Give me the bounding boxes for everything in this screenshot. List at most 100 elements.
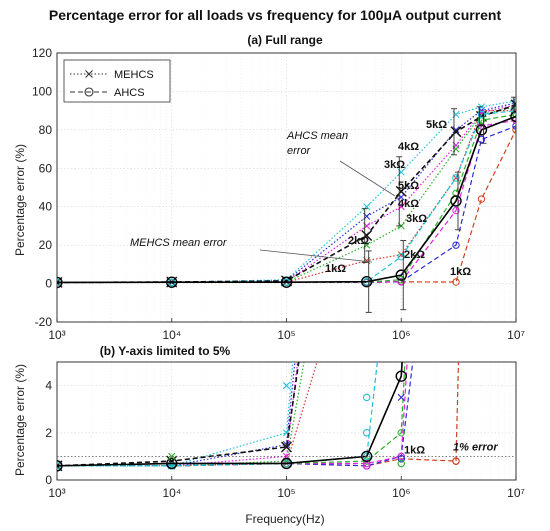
panel-a-o-marker: [280, 276, 293, 288]
panel-a-o-marker: [452, 206, 460, 215]
panel-a-y-tick-label: 0: [45, 277, 52, 291]
annotation-ahcs-mean: AHCS mean: [286, 130, 348, 142]
annotation-label: 2kΩ: [404, 249, 425, 261]
panel-b-o-marker: [363, 457, 371, 465]
annotation-ahcs-mean-2: error: [287, 145, 312, 157]
annotation-label: 4kΩ: [398, 198, 419, 210]
panel-b-o-marker: [397, 455, 405, 463]
panel-a-o-marker: [477, 116, 486, 124]
panel-a-ylabel: Percentage error (%): [13, 144, 27, 256]
panel-b-series-group: [57, 362, 460, 472]
panel-a-x-marker: [450, 126, 462, 138]
panel-a-x-tick-label: 10⁷: [507, 328, 525, 342]
panel-a-o-marker: [452, 241, 460, 249]
panel-a-series-line: [57, 115, 516, 284]
panel-b-o-marker: [362, 393, 371, 402]
panel-b-o-marker: [166, 457, 178, 470]
annotation-label: 1kΩ: [450, 266, 471, 278]
panel-a-x-marker: [361, 230, 373, 242]
panel-a-y-tick-label: 20: [39, 238, 53, 252]
legend-label-ahcs: AHCS: [114, 87, 145, 99]
panel-b-o-marker: [362, 429, 371, 437]
panel-a-y-tick-label: 80: [39, 123, 53, 137]
panel-b-title: (b) Y-axis limited to 5%: [100, 344, 231, 358]
legend-o-marker: [84, 87, 94, 97]
panel-b-x-tick-label: 10⁴: [162, 486, 181, 500]
panel-b-o-marker: [57, 460, 63, 472]
panel-b-y-tick-label: 0: [45, 473, 52, 487]
panel-a-o-marker: [57, 276, 63, 289]
panel-a-o-marker: [397, 252, 405, 261]
annotation-label: 3kΩ: [406, 213, 427, 225]
panel-b: 10³ 10⁴ 10⁵ 10⁶ 10⁷ 0 2 4 1% error 1kΩ: [45, 361, 525, 500]
annotation-label: 2kΩ: [348, 235, 369, 247]
panel-a-o-marker: [477, 110, 486, 119]
panel-b-o-marker: [363, 459, 371, 468]
panel-a-o-marker: [452, 174, 460, 182]
panel-a-o-marker: [395, 269, 407, 281]
panel-a-x-marker: [281, 275, 292, 287]
panel-a-o-marker: [512, 122, 516, 130]
panel-a-series-line: [57, 104, 516, 284]
panel-b-x-tick-label: 10⁵: [277, 486, 295, 500]
panel-a-y-tick-label: 100: [32, 84, 52, 98]
figure-title: Percentage error for all loads vs freque…: [49, 7, 502, 23]
panel-a-x-tick-label: 10⁵: [277, 328, 295, 342]
legend-box: [63, 59, 171, 103]
panel-a-o-marker: [450, 195, 462, 207]
legend: MEHCS AHCS: [63, 59, 171, 103]
panel-b-x-tick-label: 10³: [48, 486, 65, 500]
panel-b-axes-frame: [56, 361, 517, 481]
annotation-label: 1kΩ: [325, 263, 346, 275]
annotation-label: 5kΩ: [426, 119, 447, 131]
panel-a-series-group: [57, 96, 516, 313]
panel-b-o-marker: [280, 457, 293, 470]
annotation-label: MEHCS mean error: [130, 237, 228, 249]
panel-a-y-tick-label: 60: [39, 161, 53, 175]
panel-a-o-marker: [510, 110, 516, 123]
panel-a-title: (a) Full range: [247, 33, 323, 47]
panel-b-o-marker: [452, 457, 460, 465]
panel-a-x-tick-label: 10³: [48, 328, 65, 342]
panel-a-series-line: [57, 110, 516, 284]
panel-a: 10³ 10⁴ 10⁵ 10⁶ 10⁷ -20 0 20 40 60 80 100 120 MEHCS AH…: [32, 46, 525, 342]
panel-b-o-marker: [395, 370, 407, 382]
panel-b-o-marker: [397, 429, 405, 437]
panel-b-x-marker: [282, 382, 291, 390]
panel-b-x-marker: [281, 441, 292, 453]
panel-a-axes-frame: [56, 52, 517, 323]
panel-a-o-marker: [452, 278, 460, 286]
panel-b-ylabel: Percentage error (%): [13, 364, 27, 476]
panel-a-o-marker: [475, 124, 488, 136]
panel-a-y-tick-label: 40: [39, 200, 53, 214]
panel-a-x-marker: [395, 185, 407, 197]
panel-b-o-marker: [397, 459, 405, 468]
annotation-arrow: [339, 160, 396, 197]
annotation-label: 4kΩ: [398, 141, 419, 153]
panel-a-o-marker: [397, 277, 405, 286]
panel-a-series-line: [57, 125, 516, 284]
panel-a-x-marker: [510, 99, 516, 111]
panel-a-o-marker: [477, 195, 486, 203]
panel-a-o-marker: [166, 276, 178, 288]
panel-b-y-tick-label: 4: [45, 379, 52, 393]
panel-b-x-tick-label: 10⁶: [392, 486, 410, 500]
panel-a-x-tick-label: 10⁶: [392, 328, 410, 342]
panel-b-x-tick-label: 10⁷: [507, 486, 525, 500]
annotation-label: 1kΩ: [404, 444, 425, 456]
x-axis-label: Frequency(Hz): [245, 512, 324, 526]
panel-b-y-tick-label: 2: [45, 426, 52, 440]
panel-b-x-marker: [397, 393, 405, 401]
annotation-label: 5kΩ: [398, 180, 419, 192]
panel-b-series-line: [57, 362, 296, 467]
panel-b-series-line: [57, 362, 305, 467]
panel-b-o-marker: [362, 462, 371, 470]
panel-b-series-line: [57, 362, 403, 467]
panel-a-y-tick-label: -20: [35, 315, 53, 329]
panel-b-x-marker: [168, 452, 176, 460]
panel-a-x-tick-label: 10⁴: [162, 328, 181, 342]
panel-a-y-tick-label: 120: [32, 46, 52, 60]
panel-a-o-marker: [512, 106, 516, 115]
panel-b-series-line: [57, 362, 406, 467]
